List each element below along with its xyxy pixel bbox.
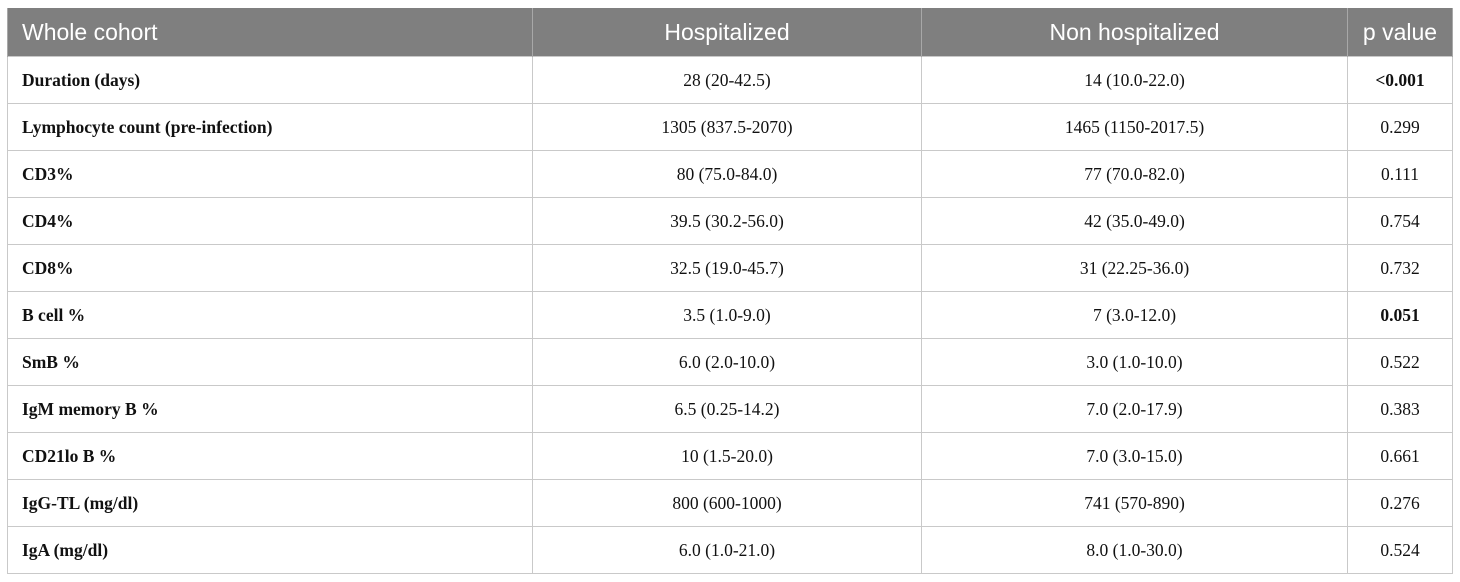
hospitalized-cell: 10 (1.5-20.0) — [532, 432, 922, 480]
table-row: CD3% 80 (75.0-84.0) 77 (70.0-82.0) 0.111 — [7, 150, 1453, 198]
row-label-cell: IgA (mg/dl) — [7, 526, 533, 574]
table-row: Lymphocyte count (pre-infection) 1305 (83… — [7, 103, 1453, 151]
table-row: CD4% 39.5 (30.2-56.0) 42 (35.0-49.0) 0.754 — [7, 197, 1453, 245]
cohort-comparison-table-container: Whole cohort Hospitalized Non hospitaliz… — [7, 8, 1453, 574]
row-label-cell: IgG-TL (mg/dl) — [7, 479, 533, 527]
p-value-cell: 0.524 — [1347, 526, 1453, 574]
row-label-cell: CD4% — [7, 197, 533, 245]
p-value-cell: 0.522 — [1347, 338, 1453, 386]
table-row: IgA (mg/dl) 6.0 (1.0-21.0) 8.0 (1.0-30.0) 0… — [7, 526, 1453, 574]
non-hospitalized-cell: 42 (35.0-49.0) — [921, 197, 1348, 245]
p-value-cell: 0.383 — [1347, 385, 1453, 433]
table-row: Duration (days) 28 (20-42.5) 14 (10.0-22.0… — [7, 56, 1453, 104]
non-hospitalized-cell: 7.0 (3.0-15.0) — [921, 432, 1348, 480]
non-hospitalized-cell: 77 (70.0-82.0) — [921, 150, 1348, 198]
hospitalized-cell: 800 (600-1000) — [532, 479, 922, 527]
non-hospitalized-cell: 14 (10.0-22.0) — [921, 56, 1348, 104]
p-value-cell: 0.051 — [1347, 291, 1453, 339]
table-body: Duration (days) 28 (20-42.5) 14 (10.0-22.0… — [7, 56, 1453, 574]
row-label-cell: CD21lo B % — [7, 432, 533, 480]
hospitalized-cell: 39.5 (30.2-56.0) — [532, 197, 922, 245]
table-row: B cell % 3.5 (1.0-9.0) 7 (3.0-12.0) 0.051 — [7, 291, 1453, 339]
cohort-comparison-table: Whole cohort Hospitalized Non hospitaliz… — [7, 8, 1453, 574]
row-label-cell: CD8% — [7, 244, 533, 292]
hospitalized-cell: 6.5 (0.25-14.2) — [532, 385, 922, 433]
hospitalized-cell: 3.5 (1.0-9.0) — [532, 291, 922, 339]
row-label-cell: IgM memory B % — [7, 385, 533, 433]
p-value-cell: 0.754 — [1347, 197, 1453, 245]
row-label-cell: SmB % — [7, 338, 533, 386]
non-hospitalized-cell: 741 (570-890) — [921, 479, 1348, 527]
p-value-cell: 0.111 — [1347, 150, 1453, 198]
table-row: CD8% 32.5 (19.0-45.7) 31 (22.25-36.0) 0.732 — [7, 244, 1453, 292]
row-label-cell: B cell % — [7, 291, 533, 339]
p-value-cell: 0.299 — [1347, 103, 1453, 151]
table-row: IgM memory B % 6.5 (0.25-14.2) 7.0 (2.0-17… — [7, 385, 1453, 433]
table-row: SmB % 6.0 (2.0-10.0) 3.0 (1.0-10.0) 0.522 — [7, 338, 1453, 386]
header-row: Whole cohort Hospitalized Non hospitaliz… — [7, 8, 1453, 57]
header-p-value: p value — [1347, 8, 1453, 57]
non-hospitalized-cell: 31 (22.25-36.0) — [921, 244, 1348, 292]
row-label-cell: Duration (days) — [7, 56, 533, 104]
header-non-hospitalized: Non hospitalized — [921, 8, 1348, 57]
table-header: Whole cohort Hospitalized Non hospitaliz… — [7, 8, 1453, 57]
p-value-cell: 0.276 — [1347, 479, 1453, 527]
row-label-cell: Lymphocyte count (pre-infection) — [7, 103, 533, 151]
p-value-cell: <0.001 — [1347, 56, 1453, 104]
hospitalized-cell: 32.5 (19.0-45.7) — [532, 244, 922, 292]
header-whole-cohort: Whole cohort — [7, 8, 533, 57]
p-value-cell: 0.661 — [1347, 432, 1453, 480]
non-hospitalized-cell: 1465 (1150-2017.5) — [921, 103, 1348, 151]
hospitalized-cell: 28 (20-42.5) — [532, 56, 922, 104]
non-hospitalized-cell: 7.0 (2.0-17.9) — [921, 385, 1348, 433]
header-hospitalized: Hospitalized — [532, 8, 922, 57]
non-hospitalized-cell: 3.0 (1.0-10.0) — [921, 338, 1348, 386]
row-label-cell: CD3% — [7, 150, 533, 198]
non-hospitalized-cell: 8.0 (1.0-30.0) — [921, 526, 1348, 574]
hospitalized-cell: 80 (75.0-84.0) — [532, 150, 922, 198]
hospitalized-cell: 6.0 (1.0-21.0) — [532, 526, 922, 574]
table-row: IgG-TL (mg/dl) 800 (600-1000) 741 (570-890… — [7, 479, 1453, 527]
hospitalized-cell: 6.0 (2.0-10.0) — [532, 338, 922, 386]
p-value-cell: 0.732 — [1347, 244, 1453, 292]
non-hospitalized-cell: 7 (3.0-12.0) — [921, 291, 1348, 339]
hospitalized-cell: 1305 (837.5-2070) — [532, 103, 922, 151]
table-row: CD21lo B % 10 (1.5-20.0) 7.0 (3.0-15.0) 0.6… — [7, 432, 1453, 480]
